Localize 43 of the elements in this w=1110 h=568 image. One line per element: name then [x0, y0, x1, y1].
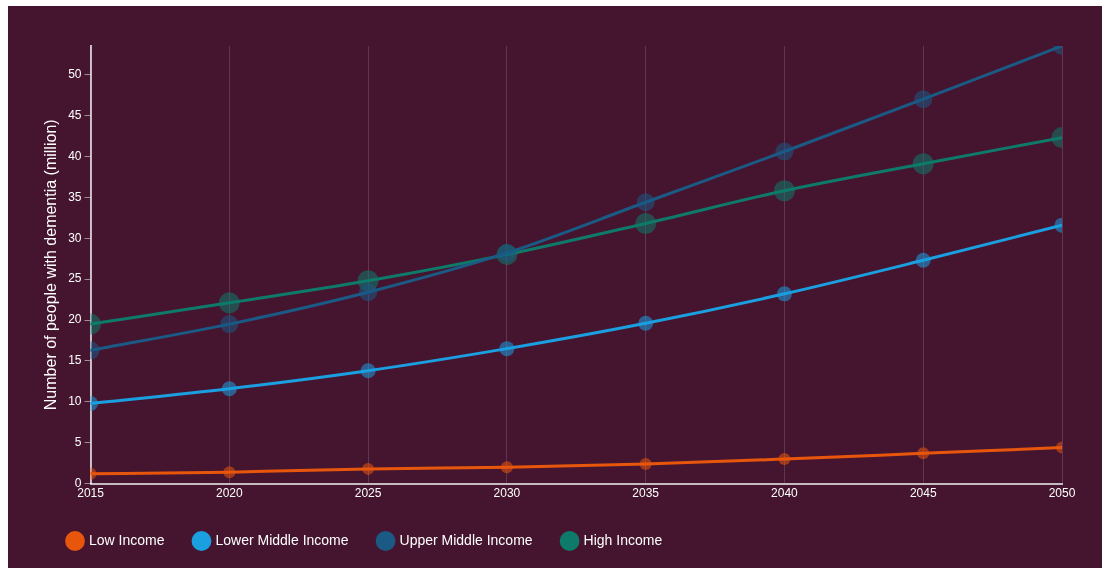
- y-tick-label: 25: [68, 271, 82, 286]
- point: [499, 341, 515, 357]
- y-tick-label: 15: [68, 353, 82, 368]
- x-tick-label: 2040: [771, 486, 799, 501]
- y-tick-label: 40: [68, 148, 82, 163]
- point: [912, 153, 934, 175]
- point: [223, 466, 236, 479]
- point: [362, 462, 375, 475]
- point: [359, 283, 378, 302]
- point: [638, 315, 654, 331]
- point: [775, 142, 794, 161]
- legend-label: Lower Middle Income: [215, 531, 349, 548]
- point: [776, 286, 792, 302]
- y-tick-label: 35: [68, 189, 82, 204]
- x-tick-label: 2050: [1048, 486, 1076, 501]
- x-tick-label: 2020: [215, 486, 243, 501]
- point: [773, 180, 795, 202]
- legend-label: Low Income: [89, 531, 165, 548]
- point: [360, 363, 376, 379]
- point: [218, 292, 240, 314]
- x-tick-label: 2045: [909, 486, 937, 501]
- y-tick-label: 10: [68, 394, 82, 409]
- y-axis-title: Number of people with dementia (million): [42, 119, 60, 411]
- point: [917, 447, 930, 460]
- point: [220, 315, 239, 334]
- y-tick-label: 45: [68, 107, 82, 122]
- point: [778, 453, 791, 466]
- point: [635, 212, 657, 234]
- legend-label: High Income: [583, 531, 663, 548]
- y-tick-label: 5: [74, 435, 82, 450]
- point: [915, 252, 931, 268]
- point: [636, 193, 655, 212]
- legend-label: Upper Middle Income: [399, 531, 533, 548]
- y-tick-label: 30: [68, 230, 82, 245]
- point: [500, 461, 513, 474]
- point: [639, 457, 652, 470]
- x-tick-label: 2030: [493, 486, 521, 501]
- x-tick-label: 2025: [354, 486, 382, 501]
- point: [221, 381, 237, 397]
- x-tick-label: 2035: [632, 486, 660, 501]
- point: [914, 90, 933, 109]
- y-tick-label: 20: [68, 312, 82, 327]
- y-tick-label: 50: [68, 66, 82, 81]
